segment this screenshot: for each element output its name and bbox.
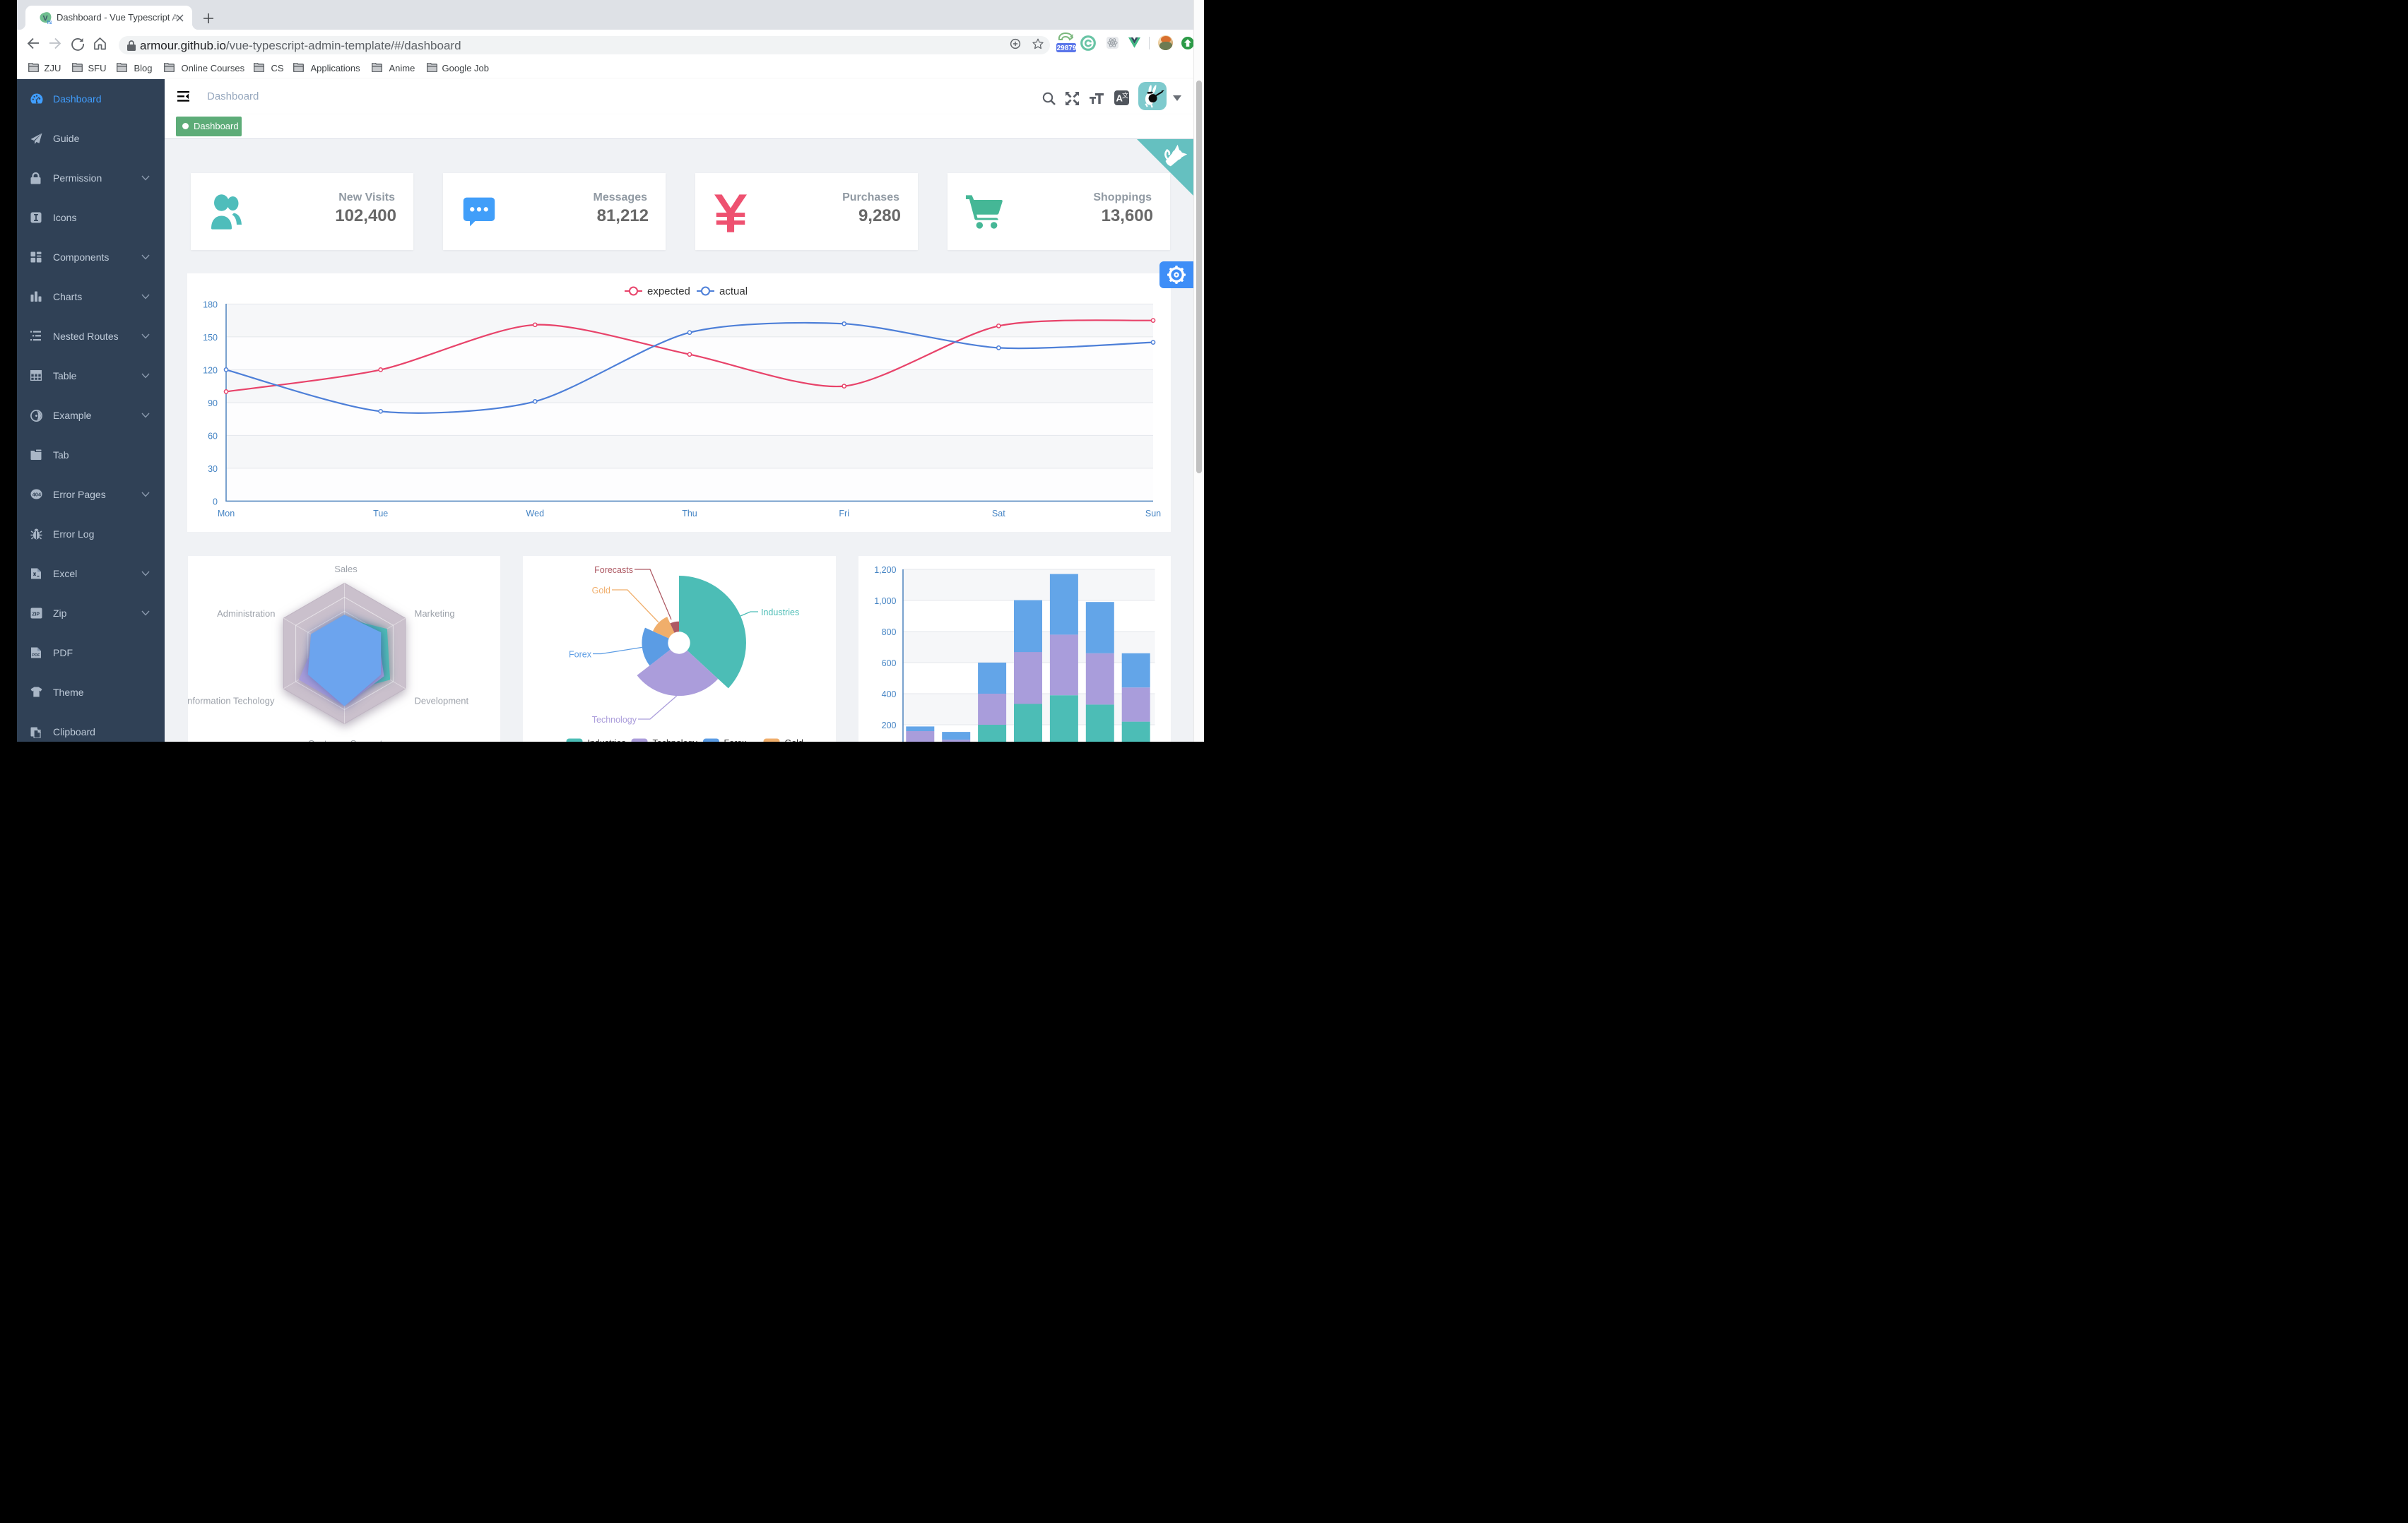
svg-text:0: 0: [213, 497, 218, 506]
svg-text:200: 200: [881, 721, 896, 730]
svg-text:1,200: 1,200: [874, 565, 896, 575]
svg-text:PDF: PDF: [32, 653, 40, 658]
svg-text:600: 600: [881, 658, 896, 668]
svg-text:Sales: Sales: [334, 564, 358, 574]
svg-text:Technology: Technology: [592, 715, 637, 725]
svg-text:180: 180: [203, 300, 218, 309]
svg-text:Forex: Forex: [724, 738, 748, 742]
svg-text:Gold: Gold: [785, 738, 803, 742]
svg-text:文: 文: [1122, 92, 1128, 100]
svg-text:Wed: Wed: [526, 509, 545, 518]
svg-text:Fri: Fri: [839, 509, 849, 518]
svg-text:Administration: Administration: [217, 608, 275, 619]
svg-text:Tue: Tue: [373, 509, 388, 518]
svg-text:400: 400: [881, 689, 896, 699]
svg-text:90: 90: [208, 398, 218, 408]
svg-text:Mon: Mon: [218, 509, 235, 518]
svg-text:Forecasts: Forecasts: [594, 565, 633, 575]
svg-text:Sat: Sat: [992, 509, 1005, 518]
svg-text:Gold: Gold: [592, 586, 610, 595]
svg-text:Industries: Industries: [761, 608, 799, 617]
svg-text:Technology: Technology: [653, 738, 698, 742]
svg-text:TS: TS: [47, 21, 52, 24]
svg-text:Forex: Forex: [569, 650, 592, 660]
svg-text:120: 120: [203, 365, 218, 375]
svg-text:actual: actual: [719, 285, 748, 297]
svg-text:Information Techology: Information Techology: [188, 696, 275, 706]
svg-text:800: 800: [881, 627, 896, 637]
svg-text:V: V: [43, 14, 48, 23]
svg-text:60: 60: [208, 431, 218, 441]
svg-text:ZIP: ZIP: [32, 612, 40, 617]
svg-text:1,000: 1,000: [874, 596, 896, 606]
svg-text:150: 150: [203, 333, 218, 343]
svg-text:Customer Support: Customer Support: [307, 738, 382, 742]
svg-text:Industries: Industries: [588, 738, 626, 742]
svg-text:A: A: [1116, 93, 1123, 104]
svg-text:29879: 29879: [1057, 45, 1076, 52]
svg-text:Thu: Thu: [682, 509, 697, 518]
svg-text:30: 30: [208, 464, 218, 474]
svg-text:Marketing: Marketing: [414, 608, 454, 619]
svg-text:expected: expected: [647, 285, 690, 297]
svg-text:Development: Development: [414, 696, 468, 706]
svg-text:404: 404: [33, 491, 42, 497]
svg-text:Sun: Sun: [1145, 509, 1161, 518]
